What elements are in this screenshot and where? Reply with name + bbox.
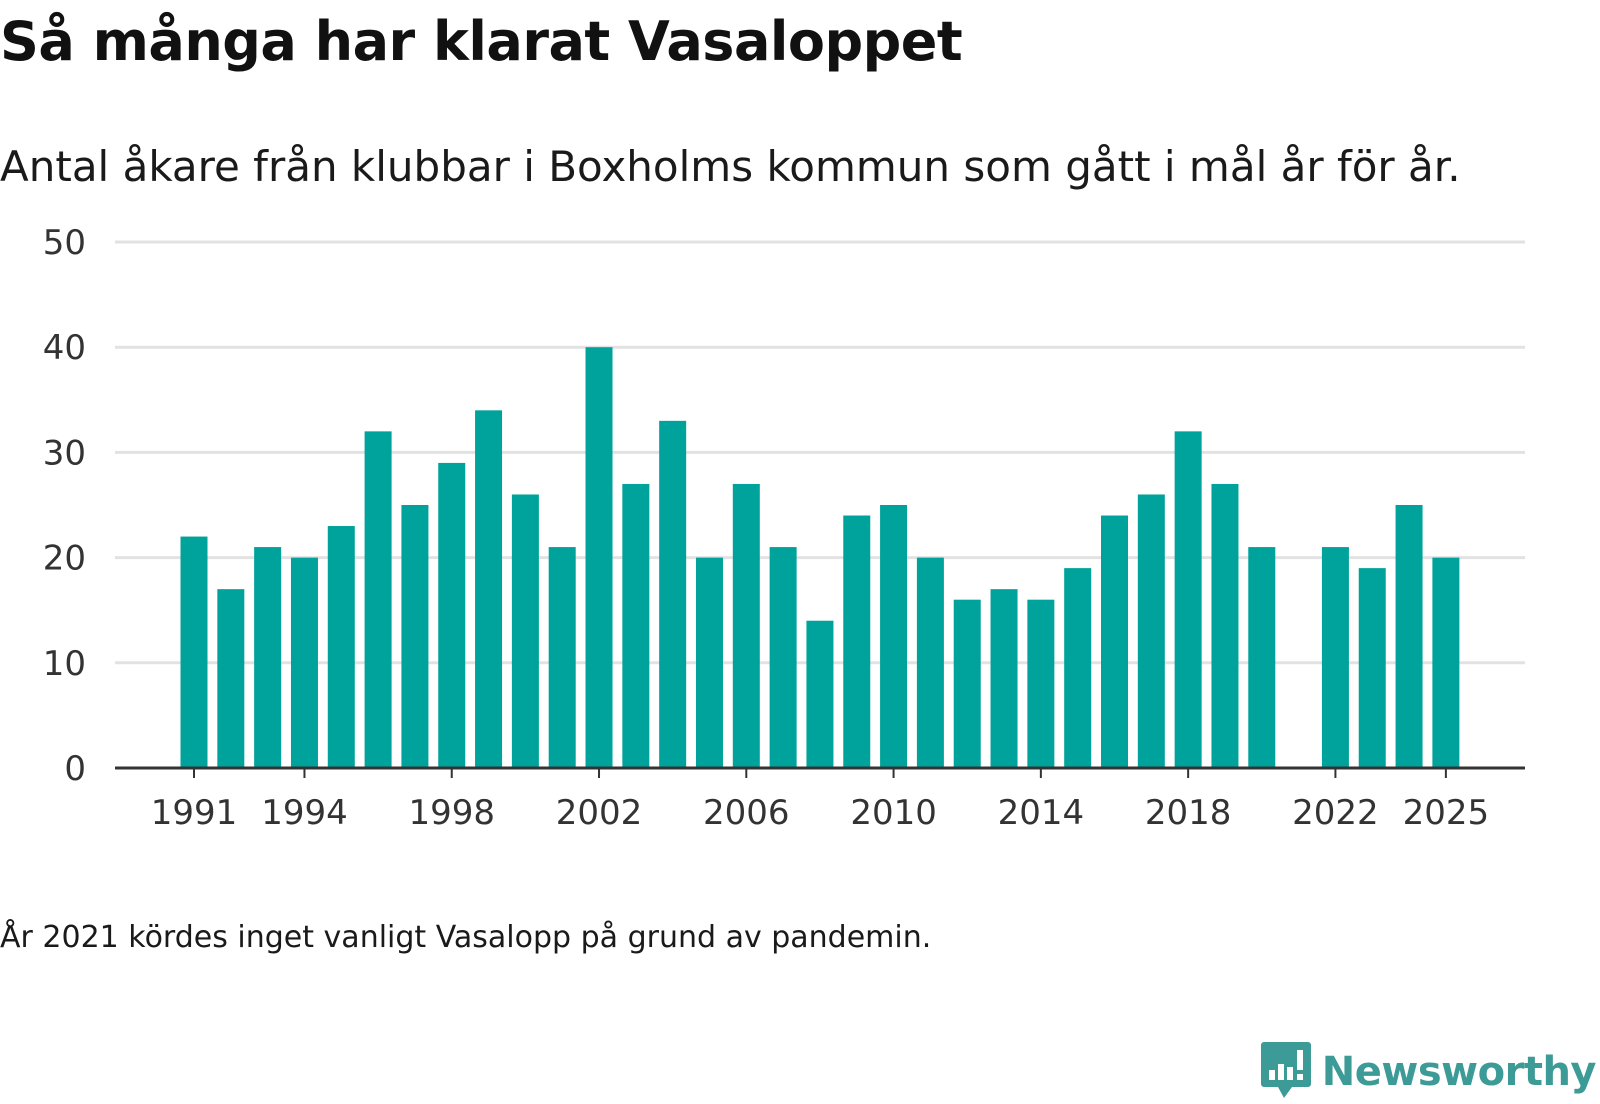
newsworthy-brand: Newsworthy	[1260, 1040, 1597, 1104]
bar-1992	[217, 589, 245, 768]
x-tick-label-2022: 2022	[1292, 793, 1379, 833]
bar-2015	[1064, 568, 1092, 768]
bar-2017	[1137, 494, 1165, 768]
bar-2000	[511, 494, 539, 768]
bar-2003	[622, 483, 650, 768]
bar-2013	[990, 589, 1018, 768]
newsworthy-wordmark: Newsworthy	[1321, 1049, 1597, 1095]
y-axis: 0 10 20 30 40 50	[43, 223, 86, 789]
bar-2018	[1174, 431, 1202, 768]
x-tick-label-2010: 2010	[850, 793, 937, 833]
chart-subtitle: Antal åkare från klubbar i Boxholms komm…	[0, 142, 1461, 191]
bar-1997	[401, 505, 429, 768]
gridlines	[115, 240, 1525, 665]
bar-2020	[1248, 547, 1276, 768]
x-tick-label-2025: 2025	[1403, 793, 1490, 833]
bars	[180, 347, 1460, 768]
bar-2006	[732, 483, 760, 768]
bar-2008	[806, 620, 834, 768]
bar-1991	[180, 536, 208, 768]
bar-2004	[659, 420, 687, 768]
y-tick-label-30: 30	[43, 433, 86, 473]
bar-2011	[916, 557, 944, 768]
y-tick-label-0: 0	[64, 749, 86, 789]
bar-2016	[1101, 515, 1128, 768]
bar-2023	[1358, 568, 1386, 768]
y-tick-label-50: 50	[43, 223, 86, 263]
bar-2005	[695, 557, 723, 768]
bar-1994	[290, 557, 318, 768]
bar-1993	[254, 547, 282, 768]
bar-2019	[1211, 483, 1239, 768]
bar-2007	[769, 547, 797, 768]
bar-2014	[1027, 599, 1055, 768]
bar-2009	[843, 515, 871, 768]
bar-2002	[585, 347, 613, 768]
x-tick-label-2018: 2018	[1145, 793, 1232, 833]
bar-1995	[327, 526, 355, 768]
newsworthy-logo-icon	[1260, 1040, 1312, 1104]
bar-2022	[1321, 547, 1349, 768]
y-tick-label-10: 10	[43, 644, 86, 684]
x-tick-label-1991: 1991	[151, 793, 238, 833]
bar-2025	[1432, 557, 1460, 768]
bar-1999	[475, 410, 503, 768]
bar-1996	[364, 431, 392, 768]
x-tick-label-1994: 1994	[261, 793, 348, 833]
chart-title: Så många har klarat Vasaloppet	[0, 10, 963, 73]
x-tick-label-2006: 2006	[703, 793, 790, 833]
bar-chart: 0 10 20 30 40 50 1991 1994 1998 2002 2006 2010 2014…	[43, 223, 1525, 833]
x-tick-label-2014: 2014	[998, 793, 1085, 833]
bar-2001	[548, 547, 576, 768]
bar-2010	[880, 505, 908, 768]
y-tick-label-20: 20	[43, 539, 86, 579]
x-tick-labels: 1991 1994 1998 2002 2006 2010 2014 2018 2022 2025	[151, 793, 1489, 833]
bar-2012	[953, 599, 981, 768]
x-tick-label-2002: 2002	[556, 793, 643, 833]
x-axis	[115, 766, 1525, 778]
x-tick-label-1998: 1998	[408, 793, 495, 833]
bar-2024	[1395, 505, 1423, 768]
footnote: År 2021 kördes inget vanligt Vasalopp på…	[0, 920, 932, 955]
bar-1998	[438, 462, 466, 768]
y-tick-label-40: 40	[43, 328, 86, 368]
